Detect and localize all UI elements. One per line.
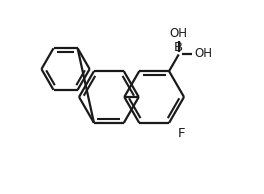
Text: OH: OH [170,27,188,40]
Text: F: F [178,127,186,140]
Text: B: B [174,41,183,54]
Text: OH: OH [194,47,212,60]
